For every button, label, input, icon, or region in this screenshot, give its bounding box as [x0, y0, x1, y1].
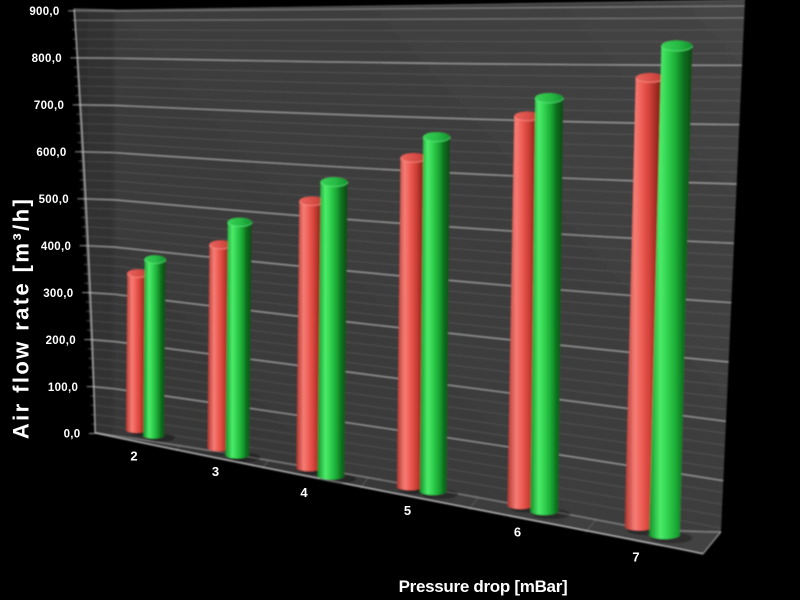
svg-text:3: 3 — [212, 464, 219, 479]
svg-text:4: 4 — [300, 485, 308, 500]
svg-text:2: 2 — [130, 449, 137, 464]
svg-text:800,0: 800,0 — [32, 53, 62, 65]
svg-text:Pressure drop [mBar]: Pressure drop [mBar] — [399, 577, 568, 596]
svg-text:7: 7 — [632, 550, 639, 565]
svg-text:400,0: 400,0 — [41, 241, 71, 253]
svg-text:Air flow rate [m³/h]: Air flow rate [m³/h] — [9, 197, 34, 439]
svg-text:700,0: 700,0 — [34, 100, 64, 112]
svg-text:100,0: 100,0 — [48, 382, 78, 394]
svg-text:0,0: 0,0 — [64, 429, 81, 441]
svg-text:300,0: 300,0 — [43, 288, 73, 300]
svg-text:200,0: 200,0 — [46, 335, 76, 347]
svg-text:500,0: 500,0 — [39, 194, 69, 206]
svg-text:900,0: 900,0 — [29, 6, 59, 18]
svg-text:600,0: 600,0 — [36, 147, 66, 159]
svg-text:5: 5 — [404, 503, 411, 518]
svg-text:6: 6 — [514, 525, 521, 540]
